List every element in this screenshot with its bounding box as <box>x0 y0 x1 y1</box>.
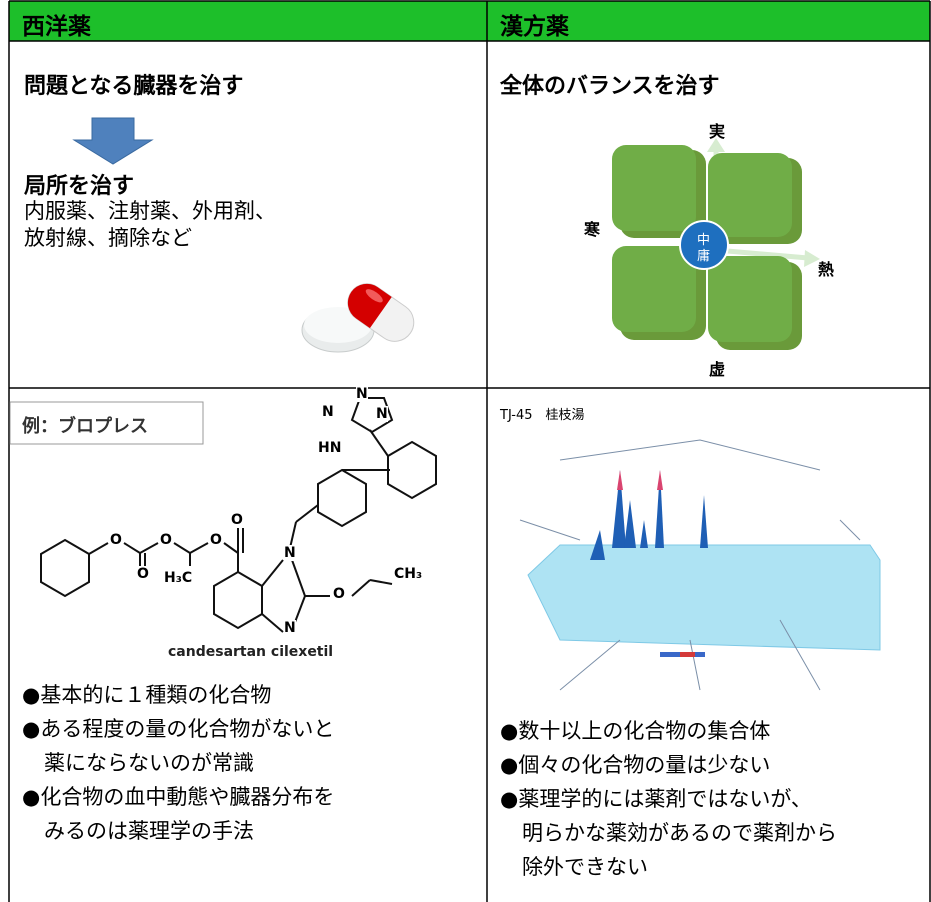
atom-label: H₃C <box>164 570 193 586</box>
diagram-label: 実 <box>709 122 726 141</box>
bullet-line: ●ある程度の量の化合物がないと <box>22 717 335 741</box>
bullet-line: ●基本的に１種類の化合物 <box>22 683 272 707</box>
bullet-line: ●数十以上の化合物の集合体 <box>500 719 771 743</box>
bullet-line: ●化合物の血中動態や臓器分布を <box>22 785 335 809</box>
atom-label: O <box>333 586 345 602</box>
atom-label: N <box>322 404 334 420</box>
kampo-heading: 全体のバランスを治す <box>500 74 720 99</box>
diagram-center: 庸 <box>697 249 711 264</box>
chemical-structure <box>40 397 437 633</box>
atom-label: N <box>376 406 388 422</box>
atom-label: HN <box>318 440 342 456</box>
atom-label: N <box>284 620 296 636</box>
header-bg <box>9 1 930 41</box>
header-right: 漢方薬 <box>500 14 569 40</box>
down-arrow <box>72 117 154 165</box>
atom-label: O <box>210 532 222 548</box>
balance-diagram <box>612 138 820 350</box>
bullet-line: ●個々の化合物の量は少ない <box>500 753 771 777</box>
chromatogram <box>519 439 881 691</box>
header-left: 西洋薬 <box>22 14 91 40</box>
atom-label: N <box>284 545 296 561</box>
atom-label: O <box>137 566 149 582</box>
compound-name: candesartan cilexetil <box>168 644 334 660</box>
diagram-label: 寒 <box>584 220 601 239</box>
bullet-line: 薬にならないのが常識 <box>44 751 254 775</box>
atom-label: O <box>110 532 122 548</box>
atom-label: O <box>231 512 243 528</box>
western-line: 放射線、摘除など <box>24 226 192 250</box>
atom-label: N <box>356 386 368 402</box>
bullet-line: ●薬理学的には薬剤ではないが、 <box>500 787 812 811</box>
diagram-center: 中 <box>697 233 711 248</box>
bullet-line: 除外できない <box>522 855 648 879</box>
western-subheading: 局所を治す <box>24 174 135 199</box>
pill-illustration <box>301 283 415 353</box>
atom-label: O <box>160 532 172 548</box>
table-grid <box>8 0 931 902</box>
bullet-line: 明らかな薬効があるので薬剤から <box>522 821 837 845</box>
western-line: 内服薬、注射薬、外用剤、 <box>24 199 276 223</box>
example-label: TJ-45 桂枝湯 <box>500 408 585 423</box>
diagram-label: 虚 <box>709 360 726 379</box>
western-heading: 問題となる臓器を治す <box>24 74 244 99</box>
example-label: 例：ブロプレス <box>22 416 148 437</box>
atom-label: CH₃ <box>394 566 423 582</box>
bullet-line: みるのは薬理学の手法 <box>44 819 254 843</box>
label-box <box>9 401 204 445</box>
diagram-label: 熱 <box>818 260 835 279</box>
